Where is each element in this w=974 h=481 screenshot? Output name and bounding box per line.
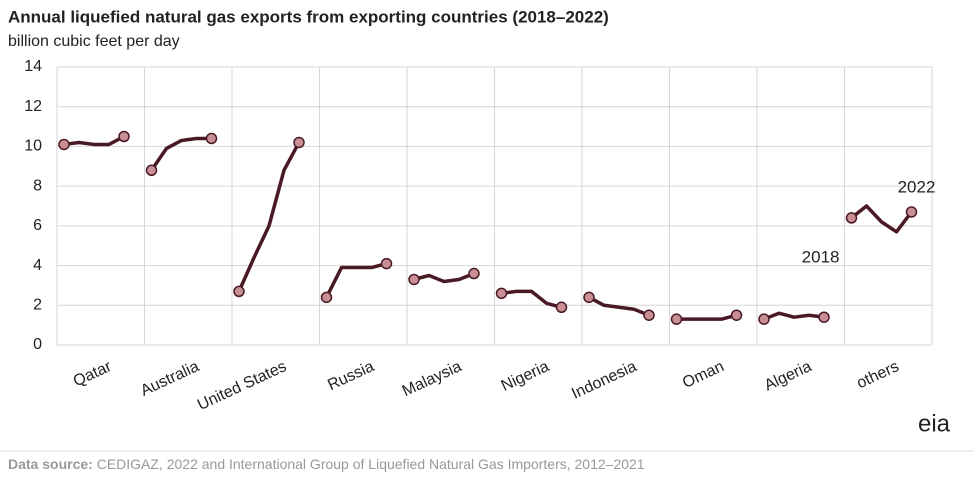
- point: [818, 311, 830, 323]
- series-line: [501, 289, 562, 309]
- point: [583, 291, 595, 304]
- point: [58, 138, 70, 151]
- x-tick-label: United States: [195, 358, 289, 414]
- y-tick-label: 0: [33, 336, 42, 353]
- point: [905, 206, 918, 218]
- point: [408, 273, 420, 286]
- y-tick-label: 10: [24, 138, 42, 155]
- point: [118, 130, 130, 143]
- series-line: [413, 271, 475, 284]
- source: Data source: CEDIGAZ, 2022 and Internati…: [8, 456, 645, 472]
- point: [730, 309, 743, 321]
- source-text: CEDIGAZ, 2022 and International Group of…: [97, 456, 645, 472]
- chart-title: Annual liquefied natural gas exports fro…: [8, 7, 609, 26]
- point: [380, 257, 393, 270]
- x-tick-label: Oman: [680, 358, 727, 392]
- annotation: 2018: [802, 247, 840, 266]
- series-line: [324, 261, 387, 299]
- x-tick-label: Malaysia: [400, 358, 465, 400]
- y-tick-label: 12: [24, 98, 42, 115]
- x-tick-label: Russia: [325, 358, 377, 394]
- series-line: [676, 313, 737, 321]
- point: [845, 212, 858, 224]
- y-tick-label: 6: [33, 217, 42, 234]
- point: [758, 313, 770, 325]
- series-line: [588, 295, 650, 317]
- point: [555, 301, 568, 314]
- point: [643, 309, 655, 321]
- y-tick-label: 2: [33, 297, 42, 314]
- x-tick-label: Australia: [138, 358, 202, 400]
- series-line: [150, 136, 212, 172]
- x-tick-label: others: [854, 358, 901, 392]
- y-tick-label: 4: [33, 257, 42, 274]
- y-tick-label: 8: [33, 177, 42, 194]
- source-label: Data source:: [8, 456, 93, 472]
- series-line: [763, 311, 825, 321]
- y-tick-label: 14: [24, 58, 42, 75]
- series-line: [850, 204, 913, 234]
- point: [145, 164, 158, 177]
- x-tick-label: Algeria: [762, 358, 814, 395]
- point: [468, 267, 480, 280]
- logo: eia: [918, 410, 951, 437]
- point: [495, 287, 508, 300]
- point: [233, 285, 245, 298]
- x-tick-label: Nigeria: [499, 358, 552, 395]
- x-tick-label: Qatar: [71, 358, 115, 391]
- annotation: 2022: [898, 177, 936, 196]
- point: [293, 136, 305, 149]
- chart-subtitle: billion cubic feet per day: [8, 33, 180, 50]
- series-line: [237, 141, 301, 293]
- series-line: [63, 134, 125, 147]
- point: [320, 291, 333, 304]
- point: [205, 132, 218, 145]
- point: [670, 313, 683, 325]
- x-tick-label: Indonesia: [569, 358, 639, 403]
